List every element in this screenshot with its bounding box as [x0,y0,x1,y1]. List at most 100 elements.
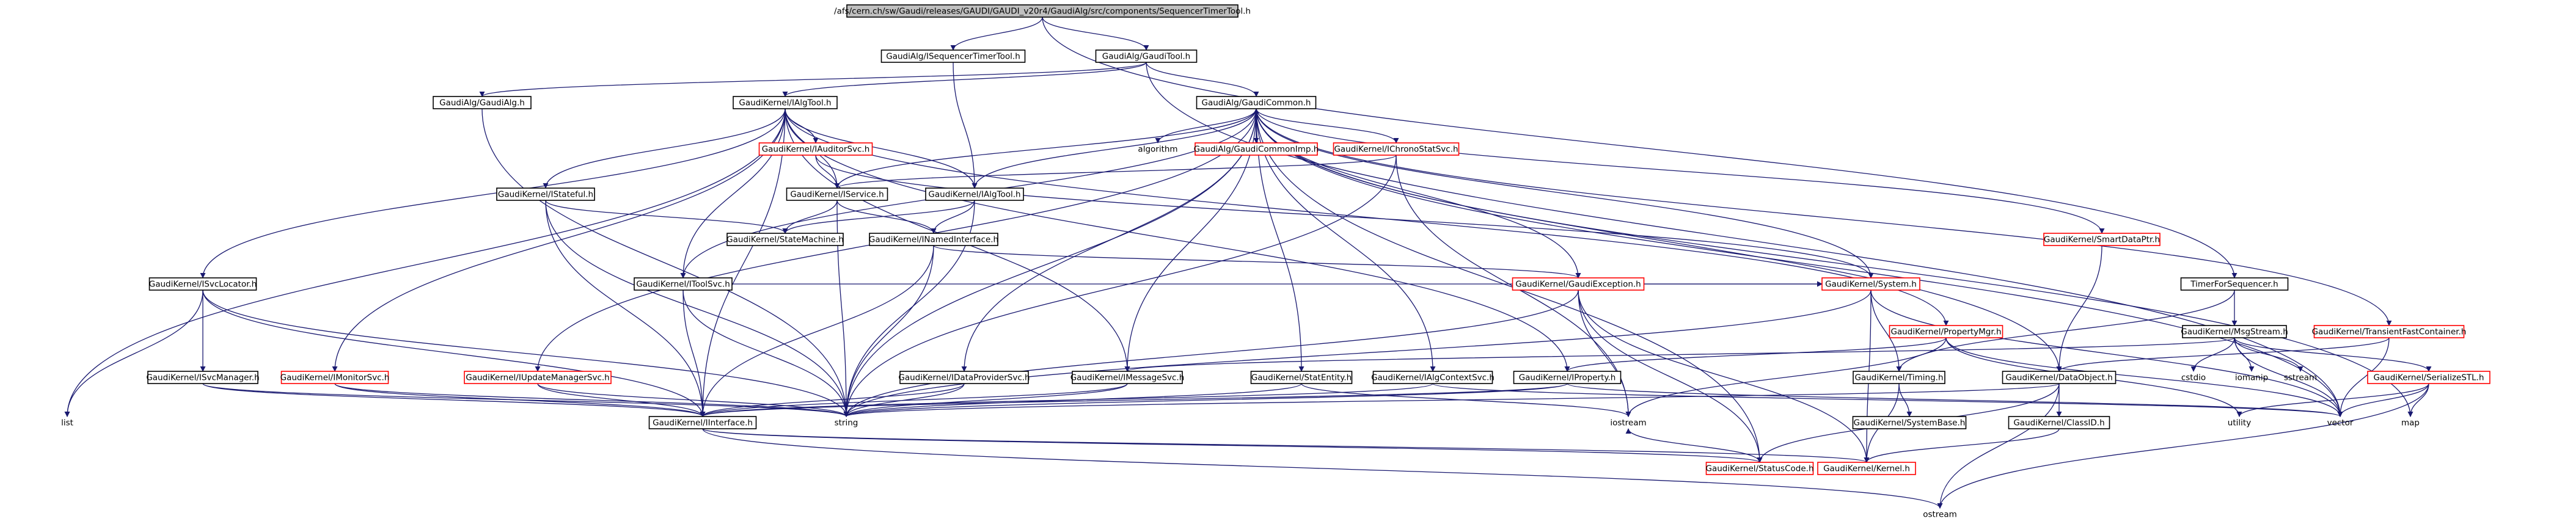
node-msgstream[interactable]: GaudiKernel/MsgStream.h [2181,325,2288,338]
node-box-iproperty [1513,371,1622,384]
node-label-smartdata: GaudiKernel/SmartDataPtr.h [2044,235,2160,245]
node-chrono[interactable]: GaudiKernel/IChronoStatSvc.h [1333,142,1460,156]
node-gexception[interactable]: GaudiKernel/GaudiException.h [1512,277,1645,291]
edge-ialgtool2-to-statemachine [782,200,975,234]
edge-gcommon-to-transientfast [1256,108,2392,326]
edge-system-to-timing [1870,289,1902,372]
node-iinterface[interactable]: GaudiKernel/IInterface.h [648,416,757,429]
node-timing[interactable]: GaudiKernel/Timing.h [1853,371,1945,384]
edge-isvclocator-to-list [64,289,203,417]
node-box-gexception [1512,277,1645,291]
node-box-tfs [2180,277,2289,291]
node-label-gexception: GaudiKernel/GaudiException.h [1515,280,1641,289]
node-label-classid: GaudiKernel/ClassID.h [2013,418,2104,428]
node-dataobject[interactable]: GaudiKernel/DataObject.h [2002,371,2117,384]
edge-system-to-vector [1870,289,2343,417]
node-iservice[interactable]: GaudiKernel/IService.h [786,187,888,201]
edge-istateful-to-iinterface [545,200,706,417]
node-label-statentity: GaudiKernel/StatEntity.h [1251,373,1352,383]
node-kernel[interactable]: GaudiKernel/Kernel.h [1817,462,1916,475]
node-label-sstream: sstream [2284,373,2317,383]
node-ialgtool2[interactable]: GaudiKernel/IAlgTool.h [925,187,1024,201]
edge-iinterface-to-kernel [702,428,1869,463]
node-root[interactable]: /afs/cern.ch/sw/Gaudi/releases/GAUDI/GAU… [834,4,1251,18]
node-istateful[interactable]: GaudiKernel/IStateful.h [496,187,595,201]
node-label-seqtt: GaudiAlg/ISequencerTimerTool.h [886,52,1020,62]
edge-chrono-to-iservice [834,155,1397,189]
node-label-chrono: GaudiKernel/IChronoStatSvc.h [1334,145,1458,155]
node-ialgcontext[interactable]: GaudiKernel/IAlgContextSvc.h [1371,371,1495,384]
node-galg[interactable]: GaudiAlg/GaudiAlg.h [433,96,532,109]
node-box-smartdata [2043,233,2161,246]
edge-imessage-to-string [843,383,1128,417]
node-label-itoolsvc: GaudiKernel/IToolSvc.h [636,280,730,289]
edge-root-to-gtool [1042,16,1149,51]
edge-galg-to-string [481,108,849,417]
node-label-dataobject: GaudiKernel/DataObject.h [2005,373,2113,383]
edge-gexception-to-statuscode [1578,289,1763,463]
edge-iupdatemgr-to-string [537,383,849,417]
node-iproperty[interactable]: GaudiKernel/IProperty.h [1513,371,1622,384]
node-label-iupdatemgr: GaudiKernel/IUpdateManagerSvc.h [466,373,609,383]
node-imonitor[interactable]: GaudiKernel/IMonitorSvc.h [280,371,390,384]
node-gcommon[interactable]: GaudiAlg/GaudiCommon.h [1196,96,1317,109]
node-label-gtool: GaudiAlg/GaudiTool.h [1102,52,1190,62]
edge-propmgr-to-iproperty [1564,337,1947,372]
node-serialize[interactable]: GaudiKernel/SerializeSTL.h [2367,371,2490,384]
node-box-iservice [786,187,888,201]
node-systembase[interactable]: GaudiKernel/SystemBase.h [1852,416,1967,429]
node-transientfast[interactable]: GaudiKernel/TransientFastContainer.h [2312,325,2467,338]
node-box-inamed [869,233,998,246]
edge-gcommon-to-statuscode [1256,108,1763,463]
edge-iservice-to-inamed [836,200,937,234]
node-ostream: ostream [1923,510,1957,520]
node-label-ialgtool2: GaudiKernel/IAlgTool.h [928,190,1020,200]
node-box-galg [433,96,532,109]
edge-idataprovider-to-iinterface [700,383,965,417]
edge-transientfast-to-dataobject [2056,337,2390,372]
node-label-iproperty: GaudiKernel/IProperty.h [1519,373,1616,383]
node-system[interactable]: GaudiKernel/System.h [1821,277,1920,291]
node-box-timing [1853,371,1945,384]
node-ialgtool[interactable]: GaudiKernel/IAlgTool.h [733,96,838,109]
node-gtool[interactable]: GaudiAlg/GaudiTool.h [1095,49,1198,63]
edge-ialgtool2-to-inamed [931,200,975,234]
edge-msgstream-to-serialize [2234,337,2432,372]
node-box-classid [2008,416,2110,429]
node-iostream: iostream [1610,418,1646,428]
node-box-istateful [496,187,595,201]
edge-msgstream-to-imessage [1124,337,2235,372]
edge-root-to-seqtt [950,16,1043,51]
node-label-utility: utility [2228,418,2251,428]
node-seqtt[interactable]: GaudiAlg/ISequencerTimerTool.h [880,49,1026,63]
node-itoolsvc[interactable]: GaudiKernel/IToolSvc.h [634,277,733,291]
node-iauditor[interactable]: GaudiKernel/IAuditorSvc.h [758,142,873,156]
edge-itoolsvc-to-iinterface [682,289,706,417]
node-label-iostream: iostream [1610,418,1646,428]
node-statemachine[interactable]: GaudiKernel/StateMachine.h [726,233,844,246]
node-isvcmanager[interactable]: GaudiKernel/ISvcManager.h [146,371,260,384]
node-isvclocator[interactable]: GaudiKernel/ISvcLocator.h [148,277,257,291]
edge-inamed-to-gexception [933,245,1581,278]
node-gcommonimp[interactable]: GaudiAlg/GaudiCommonImp.h [1194,142,1319,156]
edge-ialgtool-to-iinterface [700,108,786,417]
node-tfs[interactable]: TimerForSequencer.h [2180,277,2289,291]
node-idataprovider[interactable]: GaudiKernel/IDataProviderSvc.h [898,371,1030,384]
node-label-tfs: TimerForSequencer.h [2190,280,2278,289]
edge-iinterface-to-statuscode [702,428,1763,463]
node-statuscode[interactable]: GaudiKernel/StatusCode.h [1706,462,1814,475]
node-classid[interactable]: GaudiKernel/ClassID.h [2008,416,2110,429]
edge-serialize-to-utility [2236,383,2429,417]
node-box-chrono [1333,142,1460,156]
node-label-vector: vector [2327,418,2354,428]
node-smartdata[interactable]: GaudiKernel/SmartDataPtr.h [2043,233,2161,246]
node-propmgr[interactable]: GaudiKernel/PropertyMgr.h [1889,325,2003,338]
node-statentity[interactable]: GaudiKernel/StatEntity.h [1250,371,1353,384]
node-label-root: /afs/cern.ch/sw/Gaudi/releases/GAUDI/GAU… [834,7,1251,16]
node-box-isvclocator [148,277,257,291]
node-iupdatemgr[interactable]: GaudiKernel/IUpdateManagerSvc.h [464,371,612,384]
edge-serialize-to-vector [2337,383,2429,417]
node-inamed[interactable]: GaudiKernel/INamedInterface.h [869,233,998,246]
edge-gcommon-to-ialgtool2 [971,108,1257,189]
node-imessage[interactable]: GaudiKernel/IMessageSvc.h [1070,371,1185,384]
